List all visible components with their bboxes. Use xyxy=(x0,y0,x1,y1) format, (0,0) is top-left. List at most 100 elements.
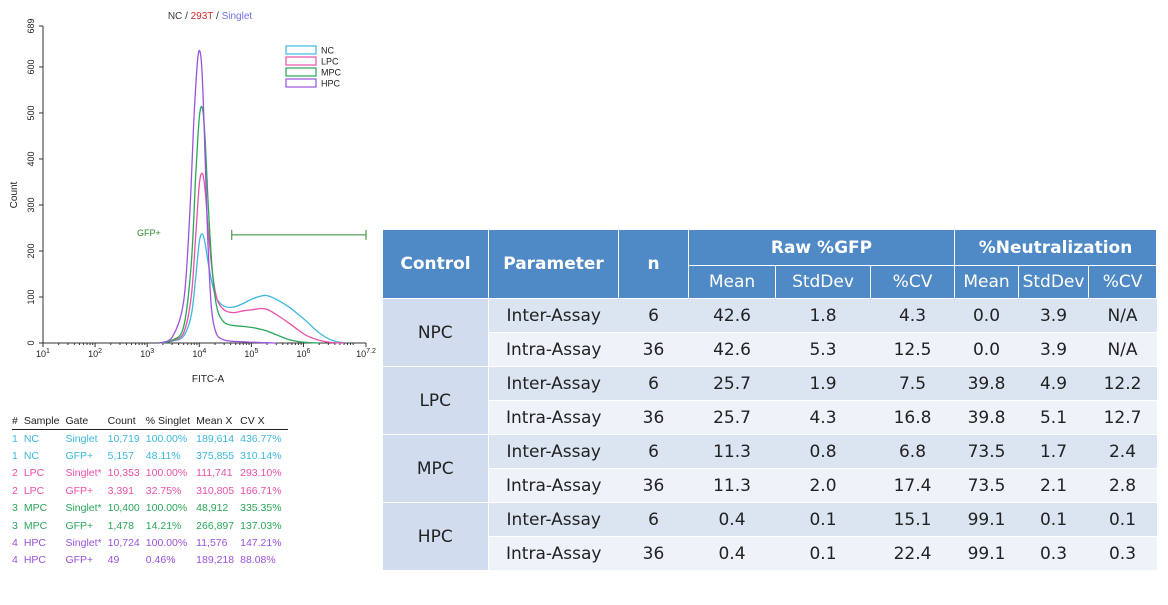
summary-body: NPC Inter-Assay 6 42.6 1.8 4.3 0.0 3.9 N/A Intra-… xyxy=(382,298,1157,571)
summary-cell-neu-mean: 73.5 xyxy=(954,434,1019,469)
stats-cell: GFP+ xyxy=(65,519,94,532)
summary-cell-neu-cv: N/A xyxy=(1088,298,1157,333)
summary-cell-neu-sd: 0.1 xyxy=(1018,502,1089,537)
stats-cell: 4 xyxy=(12,554,18,567)
control-cell: LPC xyxy=(382,366,489,435)
stats-header-cell: # xyxy=(12,414,24,430)
summary-cell-raw-cv: 22.4 xyxy=(870,536,955,571)
summary-cell-raw-sd: 0.1 xyxy=(775,502,871,537)
stats-cell: 137.03% xyxy=(240,519,282,532)
summary-cell-neu-mean: 73.5 xyxy=(954,468,1019,503)
legend-label-lpc: LPC xyxy=(321,57,339,67)
y-tick-label: 100 xyxy=(26,289,36,304)
summary-row: Intra-Assay 36 25.7 4.3 16.8 39.8 5.1 12.7 xyxy=(383,400,1157,435)
summary-cell-neu-sd: 0.3 xyxy=(1018,536,1089,571)
summary-row: HPC Inter-Assay 6 0.4 0.1 15.1 99.1 0.1 0.1 xyxy=(382,502,1157,571)
summary-cell-parameter: Intra-Assay xyxy=(488,400,619,435)
header-parameter: Parameter xyxy=(488,229,619,299)
stats-cell: 1,478 xyxy=(107,519,134,532)
assay-summary-table: Control Parameter n Raw %GFP %Neutraliza… xyxy=(382,229,1158,571)
stats-cell: GFP+ xyxy=(65,450,94,463)
control-cell: MPC xyxy=(382,434,489,503)
summary-cell-raw-sd: 0.1 xyxy=(775,536,871,571)
stats-cell: 189,218 xyxy=(196,554,235,567)
stats-cell: 166.71% xyxy=(240,484,282,497)
summary-cell-parameter: Intra-Assay xyxy=(488,468,619,503)
summary-cell-neu-mean: 99.1 xyxy=(954,502,1019,537)
stats-cell: 293.10% xyxy=(240,467,282,480)
stats-cell: MPC xyxy=(23,502,48,515)
population-statistics-table: # Sample Gate Count% Singlet Mean X CV X 1 NC S… xyxy=(12,414,288,569)
summary-subheader-row: Mean StdDev %CV Mean StdDev %CV xyxy=(383,265,1158,299)
summary-cell-neu-sd: 1.7 xyxy=(1018,434,1089,469)
summary-header-row: Control Parameter n Raw %GFP %Neutraliza… xyxy=(382,229,1158,299)
summary-cell-raw-mean: 0.4 xyxy=(688,536,776,571)
stats-cell: 11,576 xyxy=(196,537,228,550)
stats-cell: 48,912 xyxy=(196,502,229,515)
legend-label-mpc: MPC xyxy=(321,68,342,78)
stats-cell: HPC xyxy=(23,537,47,550)
control-cell: NPC xyxy=(382,298,489,367)
summary-cell-n: 6 xyxy=(618,298,689,333)
header-raw-gfp: Raw %GFP xyxy=(687,229,956,266)
stats-row: 3 MPC GFP+ 1,478 14.21% 266,897 137.03% xyxy=(12,517,288,534)
summary-cell-neu-mean: 99.1 xyxy=(954,536,1019,571)
stats-cell: 111,741 xyxy=(196,467,233,480)
plot-layer: 0 100 200 300 400 500 600 689 101 102 103 104 105 106… xyxy=(26,18,376,359)
header-control: Control xyxy=(382,229,489,299)
stats-cell: MPC xyxy=(23,519,48,532)
summary-cell-raw-sd: 1.8 xyxy=(775,298,871,333)
stats-cell: 147.21% xyxy=(240,537,282,550)
x-tick-label: 105 xyxy=(244,348,258,359)
summary-cell-raw-cv: 17.4 xyxy=(870,468,955,503)
summary-row: LPC Inter-Assay 6 25.7 1.9 7.5 39.8 4.9 12.2 xyxy=(382,366,1157,435)
stats-cell: 335.35% xyxy=(240,502,282,515)
stats-cell: 100.00% xyxy=(145,432,188,445)
summary-row: MPC Inter-Assay 6 11.3 0.8 6.8 73.5 1.7 2.4 xyxy=(382,434,1157,503)
stats-cell: 48.11% xyxy=(145,450,181,463)
summary-cell-parameter: Intra-Assay xyxy=(488,536,619,571)
summary-cell-raw-cv: 6.8 xyxy=(870,434,955,469)
stats-header-cell: Sample xyxy=(23,414,66,430)
subheader-raw-stddev: StdDev xyxy=(775,265,871,299)
summary-cell-raw-sd: 4.3 xyxy=(775,400,871,435)
summary-cell-n: 36 xyxy=(618,332,689,367)
summary-cell-raw-cv: 4.3 xyxy=(870,298,955,333)
x-tick-label: 103 xyxy=(140,348,154,359)
summary-cell-n: 36 xyxy=(618,400,689,435)
stats-cell: Singlet* xyxy=(65,467,102,480)
legend-swatch-mpc xyxy=(285,67,317,77)
summary-cell-n: 6 xyxy=(618,434,689,469)
stats-cell: 3 xyxy=(12,519,18,532)
stats-header-cell: Gate xyxy=(65,414,108,430)
title-part-nc: NC xyxy=(168,11,182,22)
stats-cell: 3,391 xyxy=(107,484,134,497)
stats-cell: 375,855 xyxy=(196,450,235,463)
stats-header-cell: Mean X xyxy=(196,414,241,430)
stats-cell: 436.77% xyxy=(240,432,282,445)
summary-cell-raw-cv: 7.5 xyxy=(870,366,955,401)
control-cell: HPC xyxy=(382,502,489,571)
gate-label: GFP+ xyxy=(137,228,161,238)
stats-cell: 1 xyxy=(12,450,18,463)
series-line-lpc xyxy=(159,172,345,344)
x-axis-label: FITC-A xyxy=(192,374,225,385)
summary-cell-neu-sd: 5.1 xyxy=(1018,400,1089,435)
summary-cell-raw-sd: 0.8 xyxy=(775,434,871,469)
summary-cell-neu-cv: 2.4 xyxy=(1088,434,1157,469)
stats-cell: GFP+ xyxy=(65,484,94,497)
stats-cell: LPC xyxy=(23,484,45,497)
summary-row: Intra-Assay 36 42.6 5.3 12.5 0.0 3.9 N/A xyxy=(383,332,1157,367)
stats-header-cell: % Singlet xyxy=(145,414,197,430)
summary-cell-neu-cv: 0.1 xyxy=(1088,502,1157,537)
summary-cell-raw-sd: 1.9 xyxy=(775,366,871,401)
chart-title: NC / 293T / Singlet xyxy=(168,11,253,22)
stats-cell: 3 xyxy=(12,502,18,515)
stats-cell: Singlet xyxy=(65,432,98,445)
stats-cell: 100.00% xyxy=(145,502,188,515)
summary-cell-neu-cv: 12.2 xyxy=(1088,366,1157,401)
x-tick-label: 102 xyxy=(88,348,102,359)
subheader-neu-mean: Mean xyxy=(954,265,1020,299)
subheader-raw-mean: Mean xyxy=(688,265,776,299)
stats-cell: GFP+ xyxy=(65,554,94,567)
